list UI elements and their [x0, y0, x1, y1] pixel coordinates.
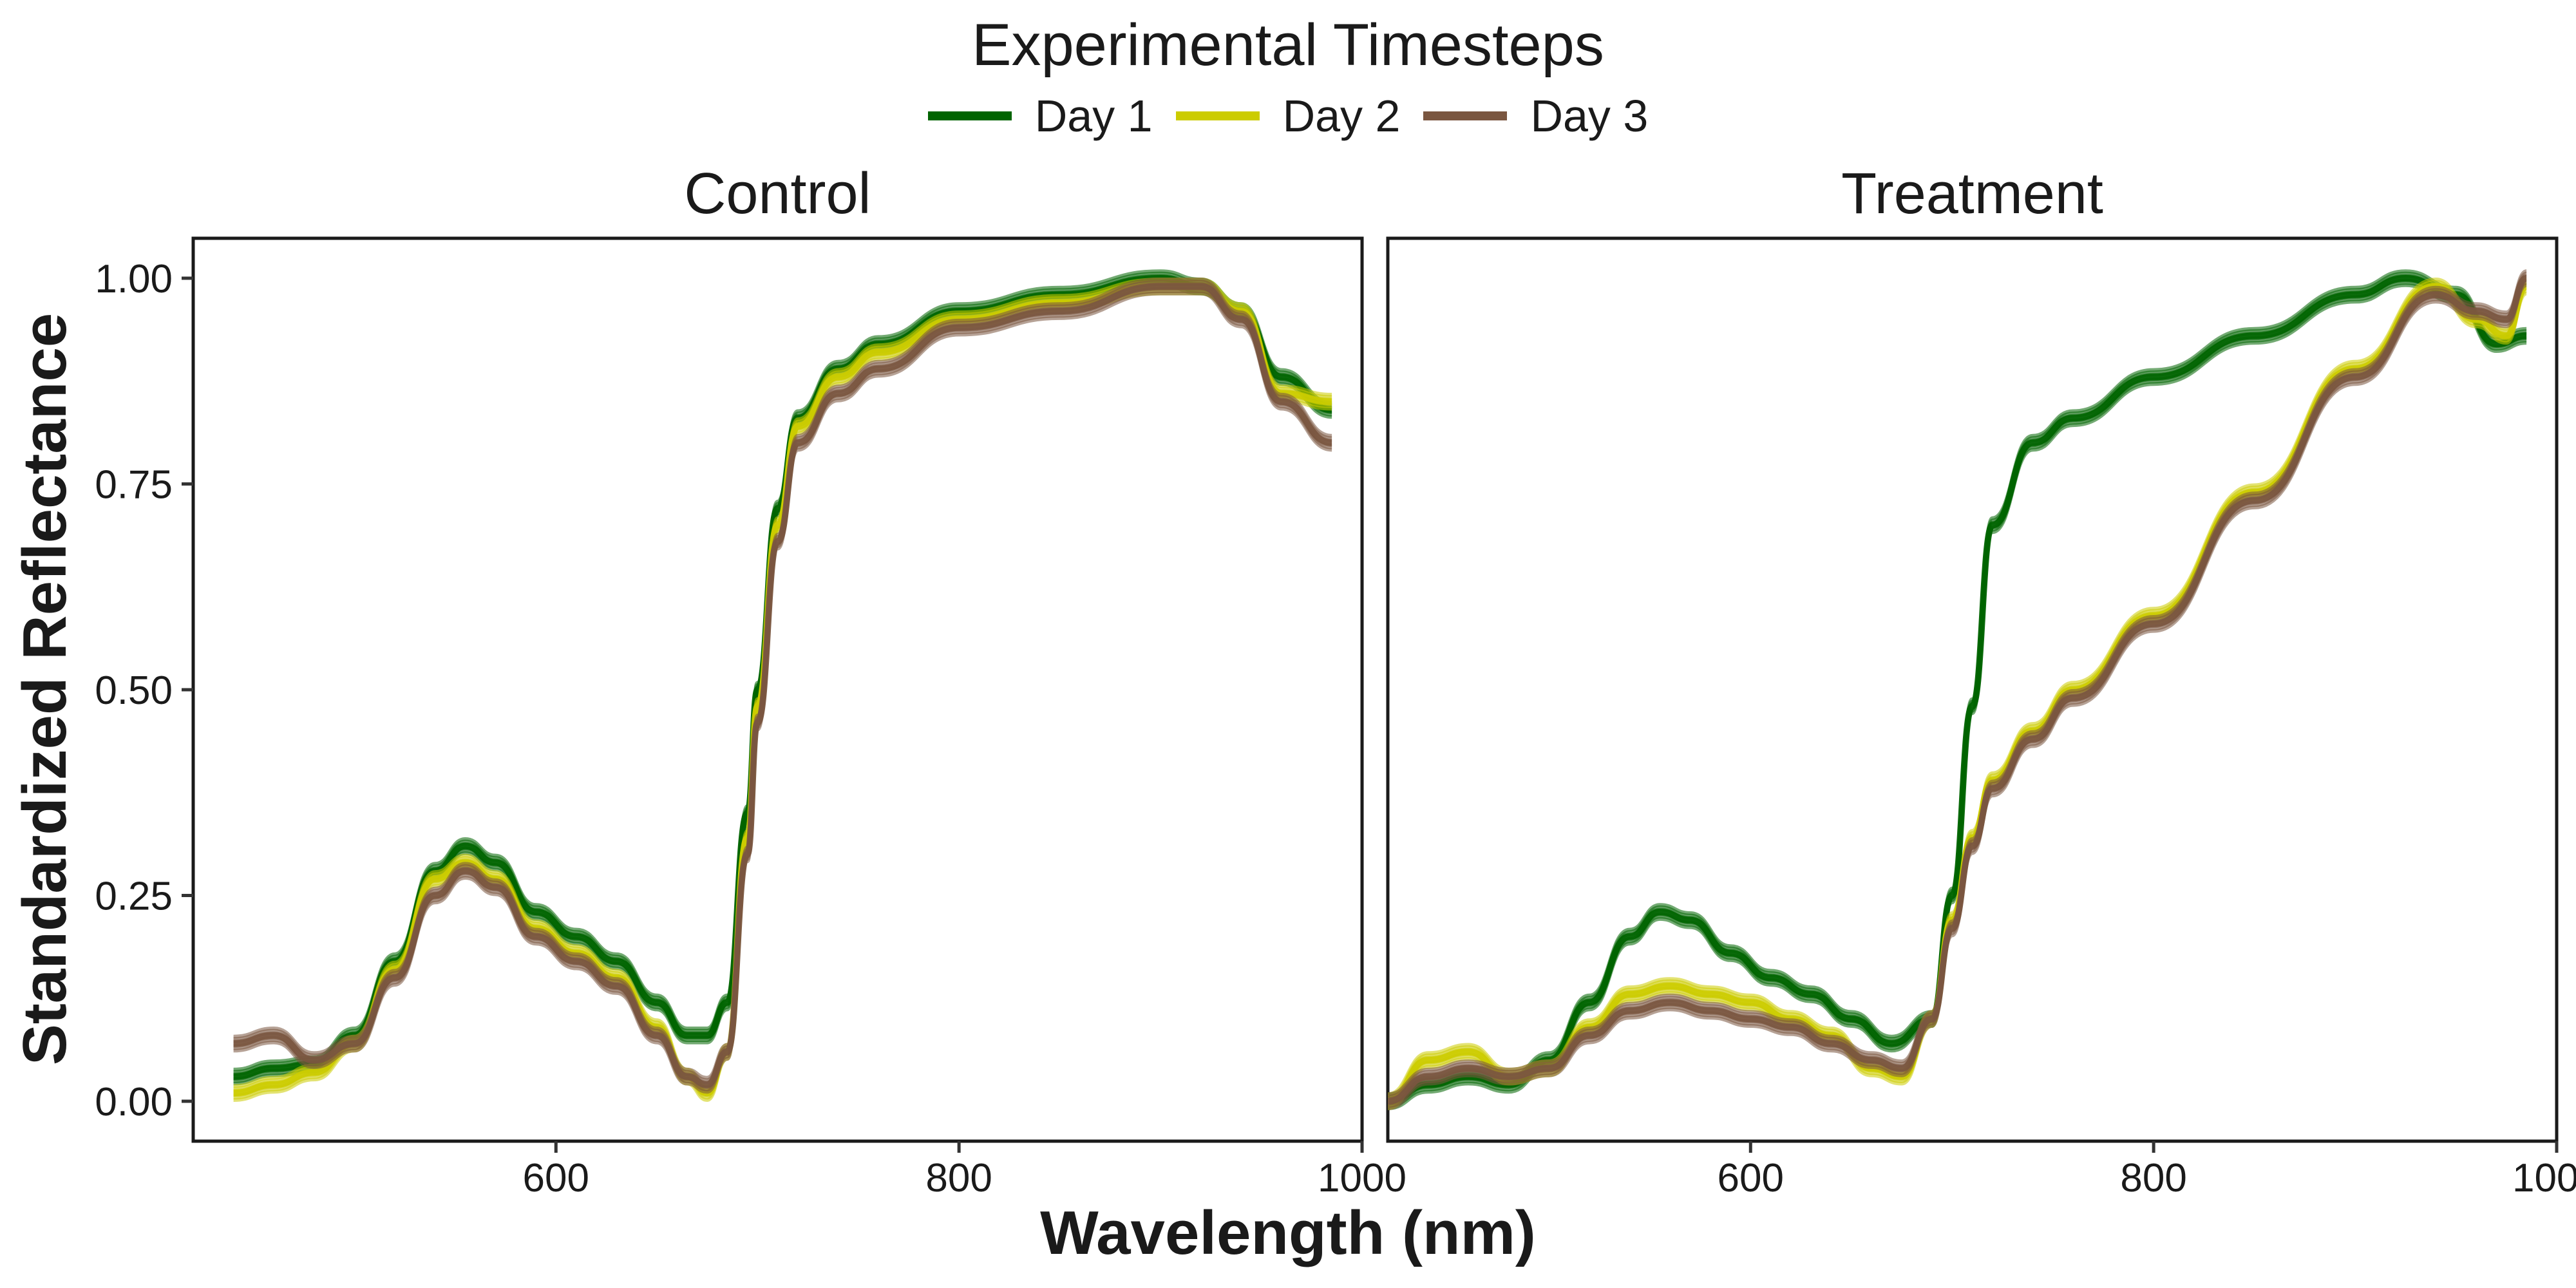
x-tick-label-control-800: 800	[925, 1156, 992, 1200]
x-axis-title: Wavelength (nm)	[1040, 1198, 1536, 1267]
legend-label-day-3: Day 3	[1530, 91, 1649, 141]
legend-label-day-1: Day 1	[1034, 91, 1153, 141]
legend-key-day-1	[927, 111, 1012, 120]
x-tick-label-treatment-1000: 1000	[2512, 1156, 2576, 1200]
legend-label-day-2: Day 2	[1282, 91, 1401, 141]
y-tick-label-1: 0.25	[95, 875, 173, 919]
x-tick-label-control-1000: 1000	[1318, 1156, 1406, 1200]
y-tick-label-2: 0.50	[95, 668, 173, 713]
y-tick-label-0: 0.00	[95, 1080, 173, 1124]
x-tick-label-treatment-600: 600	[1718, 1156, 1784, 1200]
legend-key-day-2	[1175, 111, 1260, 120]
legend: Day 1 Day 2 Day 3	[0, 90, 2576, 142]
legend-title: Experimental Timesteps	[972, 12, 1604, 78]
series-line-treatment-day-3-6	[1387, 283, 2528, 1110]
legend-item-day-2: Day 2	[1175, 90, 1401, 142]
panel-frame-control	[191, 236, 1364, 1143]
legend-item-day-1: Day 1	[927, 90, 1153, 142]
legend-item-day-3: Day 3	[1423, 90, 1648, 142]
x-tick-label-control-600: 600	[523, 1156, 589, 1200]
legend-key-day-3	[1423, 111, 1508, 120]
panel-frame-treatment	[1386, 236, 2559, 1143]
series-line-control-day-3-6	[233, 291, 1332, 1094]
y-tick-label-3: 0.75	[95, 463, 173, 507]
x-tick-label-treatment-800: 800	[2120, 1156, 2186, 1200]
panel-title-control: Control	[684, 162, 871, 226]
panel-title-treatment: Treatment	[1841, 162, 2103, 226]
y-tick-label-4: 1.00	[95, 257, 173, 301]
